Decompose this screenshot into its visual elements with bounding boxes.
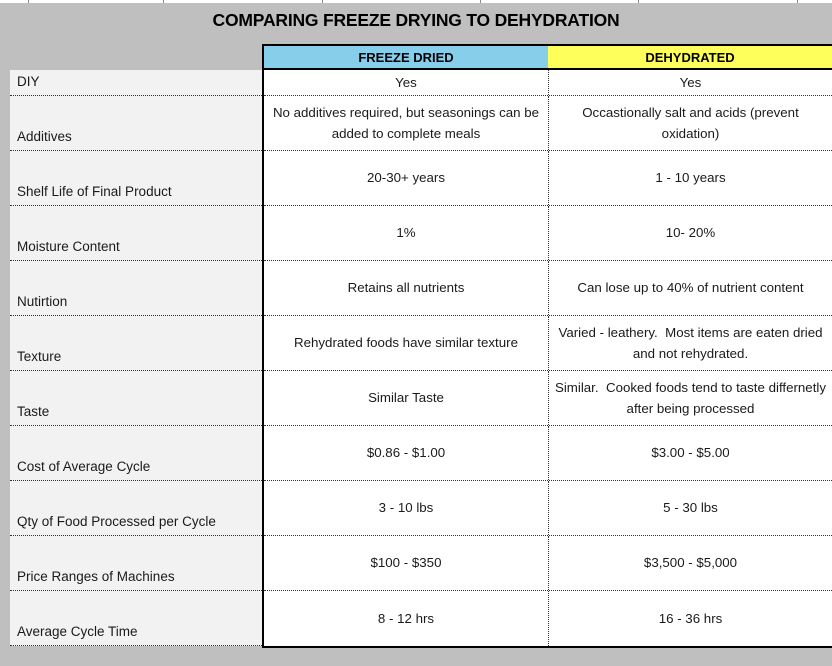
- row-label: Price Ranges of Machines: [10, 536, 262, 591]
- freeze-dried-cell: 1%: [396, 225, 416, 241]
- row-label: Moisture Content: [10, 206, 262, 261]
- grid-tick: [638, 0, 639, 3]
- freeze-dried-cell: $100 - $350: [370, 555, 442, 571]
- row-label: Additives: [10, 96, 262, 151]
- grid-tick: [797, 0, 798, 3]
- column-header-dehydrated: DEHYDRATED: [548, 46, 832, 68]
- row-label: Cost of Average Cycle: [10, 426, 262, 481]
- table-header-row: FREEZE DRIED DEHYDRATED: [264, 46, 832, 70]
- table-row: Yes Yes: [264, 70, 832, 96]
- table-row: 1% 10- 20%: [264, 206, 832, 261]
- table-row: 8 - 12 hrs 16 - 36 hrs: [264, 591, 832, 646]
- row-label-column: DIY Additives Shelf Life of Final Product M…: [10, 70, 262, 646]
- row-label: Texture: [10, 316, 262, 371]
- grid-tick: [28, 0, 29, 3]
- row-label: DIY: [10, 70, 262, 96]
- dehydrated-cell: 16 - 36 hrs: [548, 591, 832, 646]
- dehydrated-cell: 1 - 10 years: [548, 151, 832, 205]
- freeze-dried-cell: $0.86 - $1.00: [366, 445, 446, 461]
- table-row: $0.86 - $1.00 $3.00 - $5.00: [264, 426, 832, 481]
- dehydrated-cell: 5 - 30 lbs: [548, 481, 832, 535]
- freeze-dried-cell: Rehydrated foods have similar texture: [294, 335, 518, 351]
- row-label: Average Cycle Time: [10, 591, 262, 646]
- freeze-dried-cell: 20-30+ years: [367, 170, 445, 186]
- row-label: Taste: [10, 371, 262, 426]
- table-row: Similar Taste Similar. Cooked foods tend …: [264, 371, 832, 426]
- freeze-dried-cell: Yes: [395, 74, 417, 90]
- grid-tick: [322, 0, 323, 3]
- freeze-dried-cell: Similar Taste: [368, 390, 444, 406]
- table-row: $100 - $350 $3,500 - $5,000: [264, 536, 832, 591]
- freeze-dried-cell: 3 - 10 lbs: [378, 500, 434, 516]
- dehydrated-cell: Occastionally salt and acids (prevent ox…: [548, 96, 832, 150]
- row-label: Nutirtion: [10, 261, 262, 316]
- grid-tick: [480, 0, 481, 3]
- freeze-dried-cell: 8 - 12 hrs: [377, 610, 435, 626]
- dehydrated-cell: Can lose up to 40% of nutrient content: [548, 261, 832, 315]
- grid-tick: [163, 0, 164, 3]
- dehydrated-cell: Similar. Cooked foods tend to taste diff…: [548, 371, 832, 425]
- row-label: Qty of Food Processed per Cycle: [10, 481, 262, 536]
- column-header-freeze-dried: FREEZE DRIED: [264, 46, 548, 68]
- row-label: Shelf Life of Final Product: [10, 151, 262, 206]
- table-row: 20-30+ years 1 - 10 years: [264, 151, 832, 206]
- spreadsheet-top-edge: [0, 0, 832, 3]
- table-row: Retains all nutrients Can lose up to 40% …: [264, 261, 832, 316]
- table-row: 3 - 10 lbs 5 - 30 lbs: [264, 481, 832, 536]
- table-body: Yes Yes No additives required, but seasoni…: [264, 70, 832, 646]
- dehydrated-cell: 10- 20%: [548, 206, 832, 260]
- dehydrated-cell: Varied - leathery. Most items are eaten …: [548, 316, 832, 370]
- page-title: COMPARING FREEZE DRYING TO DEHYDRATION: [212, 10, 620, 30]
- comparison-table: FREEZE DRIED DEHYDRATED Yes Yes No additiv…: [262, 44, 832, 648]
- freeze-dried-cell: No additives required, but seasonings ca…: [272, 104, 543, 141]
- table-row: No additives required, but seasonings ca…: [264, 96, 832, 151]
- freeze-dried-cell: Retains all nutrients: [347, 280, 465, 296]
- dehydrated-cell: $3,500 - $5,000: [548, 536, 832, 590]
- table-row: Rehydrated foods have similar texture Var…: [264, 316, 832, 371]
- dehydrated-cell: Yes: [548, 70, 832, 95]
- dehydrated-cell: $3.00 - $5.00: [548, 426, 832, 480]
